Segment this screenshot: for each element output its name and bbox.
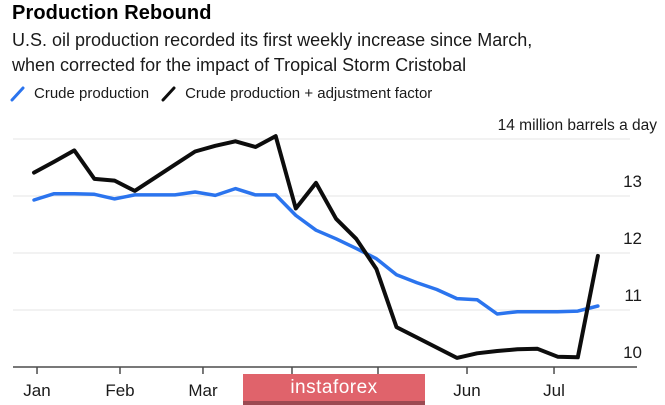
- x-tick-label: Feb: [105, 381, 134, 400]
- chart-title: Production Rebound: [12, 2, 212, 24]
- chart-subtitle-line1: U.S. oil production recorded its first w…: [12, 30, 533, 50]
- chart-subtitle-line2: when corrected for the impact of Tropica…: [12, 55, 467, 75]
- black-slash-icon: [161, 86, 176, 101]
- legend-label: Crude production: [34, 85, 150, 102]
- legend-item-adjusted-production: Crude production + adjustment factor: [161, 85, 432, 102]
- x-tick-label: Mar: [188, 381, 218, 400]
- legend-item-crude-production: Crude production: [10, 85, 149, 102]
- y-tick-label: 10: [623, 343, 642, 362]
- legend-label: Crude production + adjustment factor: [185, 85, 433, 102]
- adjusted-production-line: [32, 134, 600, 360]
- x-tick-label: Jun: [453, 381, 480, 400]
- y-tick-label: 13: [623, 172, 642, 191]
- y-axis-unit-label: 14 million barrels a day: [498, 117, 658, 134]
- chart-header: Production Rebound U.S. oil production r…: [12, 2, 657, 78]
- chart-subtitle: U.S. oil production recorded its first w…: [12, 28, 657, 78]
- x-tick-label: Jan: [23, 381, 50, 400]
- watermark-instaforex: instaforex: [243, 374, 425, 405]
- legend: Crude production Crude production + adju…: [10, 85, 432, 102]
- blue-slash-icon: [10, 86, 25, 101]
- crude-production-line: [32, 186, 600, 316]
- x-tick-label: Jul: [543, 381, 565, 400]
- y-tick-label: 11: [624, 286, 642, 305]
- y-tick-label: 12: [623, 229, 642, 248]
